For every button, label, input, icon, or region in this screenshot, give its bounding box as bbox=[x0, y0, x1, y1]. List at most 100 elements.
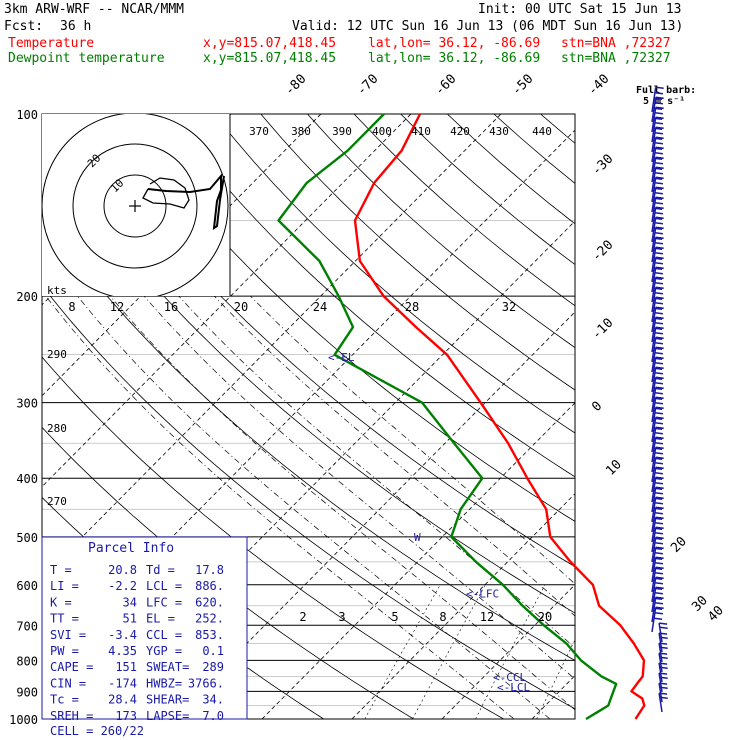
isotherm-label: 0 bbox=[589, 399, 605, 415]
temp-station: stn=BNA ,72327 bbox=[561, 36, 671, 51]
parcel-info-label: HWBZ= bbox=[146, 676, 182, 690]
mixing-ratio-label: 5 bbox=[391, 610, 398, 624]
temperature-legend: Temperature bbox=[8, 36, 95, 51]
parcel-info-value: 151 bbox=[115, 660, 137, 674]
dry-adiabat-line bbox=[73, 114, 575, 568]
moist-adiabat-line bbox=[110, 295, 575, 711]
mixing-ratio-line bbox=[412, 584, 486, 719]
pressure-tick-label: 500 bbox=[16, 531, 38, 545]
theta-label: 290 bbox=[47, 348, 67, 361]
dry-adiabat-line bbox=[120, 114, 575, 522]
isotherm-line bbox=[261, 402, 575, 719]
dry-adiabat-line bbox=[493, 114, 575, 184]
forecast-hour: 36 h bbox=[60, 19, 92, 34]
init-time: Init: 00 UTC Sat 15 Jun 13 bbox=[478, 2, 682, 17]
wind-barb bbox=[651, 296, 664, 323]
isotherm-label: -10 bbox=[589, 316, 616, 343]
valid-time: Valid: 12 UTC Sun 16 Jun 13 (06 MDT Sun … bbox=[292, 19, 684, 34]
temp-latlon: lat,lon= 36.12, -86.69 bbox=[368, 36, 541, 51]
dew-xy: x,y=815.07,418.45 bbox=[203, 51, 337, 66]
pressure-tick-label: 800 bbox=[16, 654, 38, 668]
dew-latlon: lat,lon= 36.12, -86.69 bbox=[368, 51, 541, 66]
parcel-info-label: CCL = bbox=[146, 628, 182, 642]
plot-frame bbox=[41, 113, 576, 720]
parcel-info-label: K = bbox=[50, 595, 72, 609]
parcel-info-value: 173 bbox=[115, 709, 137, 723]
parcel-info-label: LCL = bbox=[146, 579, 182, 593]
wind-scale-value: 5 m s⁻¹ bbox=[643, 96, 685, 107]
isotherm-line bbox=[531, 674, 575, 719]
hodograph-ring bbox=[42, 114, 229, 296]
parcel-info-value: 17.8 bbox=[195, 563, 224, 577]
parcel-info-value: -2.2 bbox=[108, 579, 137, 593]
wind-barb bbox=[651, 156, 664, 183]
hodograph-units: kts bbox=[47, 284, 67, 297]
parcel-info-value: 853. bbox=[195, 628, 224, 642]
parcel-info-label: TT = bbox=[50, 612, 79, 626]
parcel-info-label: CIN = bbox=[50, 676, 86, 690]
wind-barb bbox=[651, 336, 664, 363]
hodograph-ring bbox=[103, 174, 167, 238]
parcel-info-value: 4.35 bbox=[108, 644, 137, 658]
wet-bulb-zero-mark: W bbox=[414, 531, 421, 544]
parcel-info-label: PW = bbox=[50, 644, 79, 658]
mixing-ratio-label: 3 bbox=[338, 610, 345, 624]
parcel-info-label: Td = bbox=[146, 563, 175, 577]
parcel-info-title: Parcel Info bbox=[88, 541, 174, 556]
parcel-info-value: 28.4 bbox=[108, 693, 137, 707]
mixing-ratio-line bbox=[475, 584, 546, 719]
wind-barb bbox=[651, 406, 664, 433]
isotherm-line bbox=[42, 114, 412, 488]
parcel-info-value: -3.4 bbox=[108, 628, 137, 642]
model-title: 3km ARW-WRF -- NCAR/MMM bbox=[4, 2, 185, 17]
moist-adiabat-line bbox=[77, 295, 551, 719]
forecast-label: Fcst: bbox=[4, 19, 44, 34]
theta-e-label: 420 bbox=[450, 125, 470, 138]
isotherm-label: -60 bbox=[432, 72, 459, 99]
parcel-info-label: EL = bbox=[146, 612, 175, 626]
header: 3km ARW-WRF -- NCAR/MMM Init: 00 UTC Sat… bbox=[0, 0, 740, 70]
parcel-info-value: 34 bbox=[123, 595, 137, 609]
parcel-info-cell: CELL = 260/22 bbox=[50, 724, 144, 738]
dry-adiabat-line bbox=[42, 284, 575, 710]
parcel-info-value: 51 bbox=[123, 612, 137, 626]
dry-adiabat-line bbox=[213, 114, 575, 434]
hodograph-trace bbox=[147, 173, 225, 231]
dewpoint-legend: Dewpoint temperature bbox=[8, 51, 165, 66]
parcel-info-value: 886. bbox=[195, 579, 224, 593]
parcel-level-lcl: <-LCL bbox=[497, 681, 530, 694]
temp-xy: x,y=815.07,418.45 bbox=[203, 36, 337, 51]
mixing-ratio-label: 28 bbox=[405, 300, 419, 314]
wind-barbs: Full barb:5 m s⁻¹ bbox=[636, 85, 696, 713]
wind-barb bbox=[651, 186, 664, 213]
parcel-info-value: 620. bbox=[195, 595, 224, 609]
dry-adiabat-line bbox=[260, 114, 575, 391]
isotherm-line bbox=[622, 114, 740, 719]
dry-adiabat-line bbox=[42, 212, 575, 661]
wind-scale-title: Full barb: bbox=[636, 85, 696, 96]
parcel-info-value: 34. bbox=[202, 693, 224, 707]
parcel-info-value: 20.8 bbox=[108, 563, 137, 577]
wind-barb bbox=[651, 376, 664, 403]
mixing-ratio-label: 2 bbox=[299, 610, 306, 624]
isotherm-line bbox=[171, 311, 575, 719]
dry-adiabat-line bbox=[634, 114, 740, 719]
parcel-info-label: Tc = bbox=[50, 693, 79, 707]
dry-adiabat-line bbox=[727, 114, 740, 719]
parcel-info-label: SHEAR= bbox=[146, 693, 189, 707]
theta-e-label: 380 bbox=[291, 125, 311, 138]
dry-adiabat-line bbox=[680, 114, 740, 719]
parcel-info-value: 7.0 bbox=[202, 709, 224, 723]
parcel-info-value: 252. bbox=[195, 612, 224, 626]
parcel-info-panel bbox=[41, 536, 248, 720]
wind-barb bbox=[651, 126, 664, 153]
parcel-info-label: LFC = bbox=[146, 595, 182, 609]
isotherm-label: -30 bbox=[589, 152, 616, 179]
dew-station: stn=BNA ,72327 bbox=[561, 51, 671, 66]
isotherm-label: -70 bbox=[354, 72, 381, 99]
theta-label: 270 bbox=[47, 495, 67, 508]
wind-barb bbox=[651, 386, 664, 413]
isotherm-label: 20 bbox=[668, 534, 690, 556]
parcel-info-label: T = bbox=[50, 563, 72, 577]
isotherm-label: 40 bbox=[705, 603, 727, 625]
